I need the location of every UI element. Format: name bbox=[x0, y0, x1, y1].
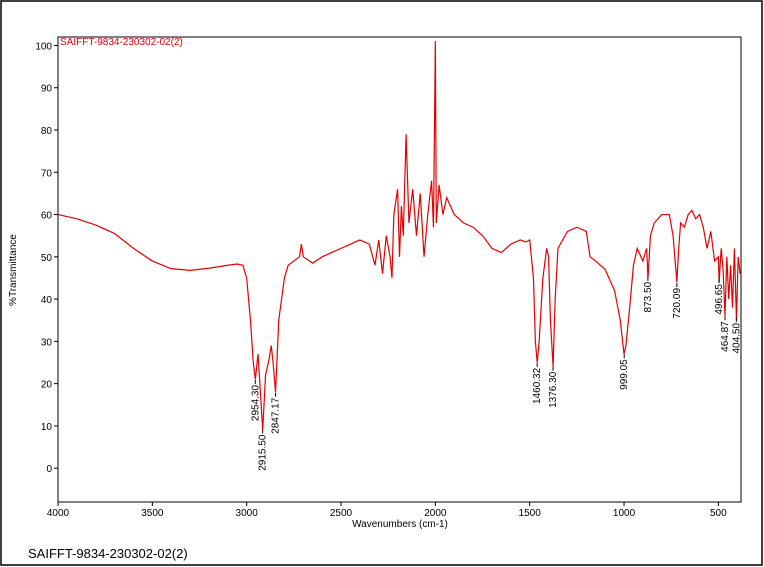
y-tick-label: 50 bbox=[41, 253, 53, 264]
y-axis-label: %Transmittance bbox=[8, 234, 19, 306]
x-tick-label: 2500 bbox=[330, 508, 353, 519]
y-tick-label: 30 bbox=[41, 337, 53, 348]
y-tick-label: 70 bbox=[41, 168, 53, 179]
x-tick-label: 3500 bbox=[141, 508, 164, 519]
x-tick-label: 4000 bbox=[47, 508, 70, 519]
x-tick-label: 1000 bbox=[613, 508, 636, 519]
peak-label: 2915.50 bbox=[258, 434, 269, 471]
y-tick-label: 0 bbox=[46, 464, 52, 475]
peak-label: 464.87 bbox=[720, 321, 731, 352]
peak-label: 496.65 bbox=[714, 284, 725, 315]
peak-label: 720.09 bbox=[672, 288, 683, 319]
plot-frame bbox=[57, 36, 742, 503]
caption: SAIFFT-9834-230302-02(2) bbox=[28, 546, 188, 561]
peak-label: 999.05 bbox=[619, 359, 630, 390]
peak-label: 873.50 bbox=[643, 281, 654, 312]
spectrum-line bbox=[57, 41, 741, 431]
x-tick-label: 1500 bbox=[519, 508, 542, 519]
y-tick-label: 20 bbox=[41, 380, 53, 391]
peak-label: 2954.30 bbox=[250, 385, 261, 422]
y-tick-label: 10 bbox=[41, 422, 53, 433]
y-tick-label: 80 bbox=[41, 126, 53, 137]
x-axis-label: Wavenumbers (cm-1) bbox=[352, 519, 448, 530]
peak-label: 2847.17 bbox=[271, 397, 282, 434]
x-tick-label: 3000 bbox=[236, 508, 259, 519]
peak-label: 1460.32 bbox=[532, 367, 543, 404]
y-tick-label: 60 bbox=[41, 211, 53, 222]
y-tick-label: 40 bbox=[41, 295, 53, 306]
y-tick-label: 90 bbox=[41, 84, 53, 95]
chart-title: SAIFFT-9834-230302-02(2) bbox=[60, 37, 183, 48]
x-tick-label: 500 bbox=[710, 508, 727, 519]
y-tick-label: 100 bbox=[35, 41, 52, 52]
peak-label: 1376.30 bbox=[548, 371, 559, 408]
peak-label: 404.50 bbox=[731, 323, 742, 354]
x-tick-label: 2000 bbox=[424, 508, 447, 519]
